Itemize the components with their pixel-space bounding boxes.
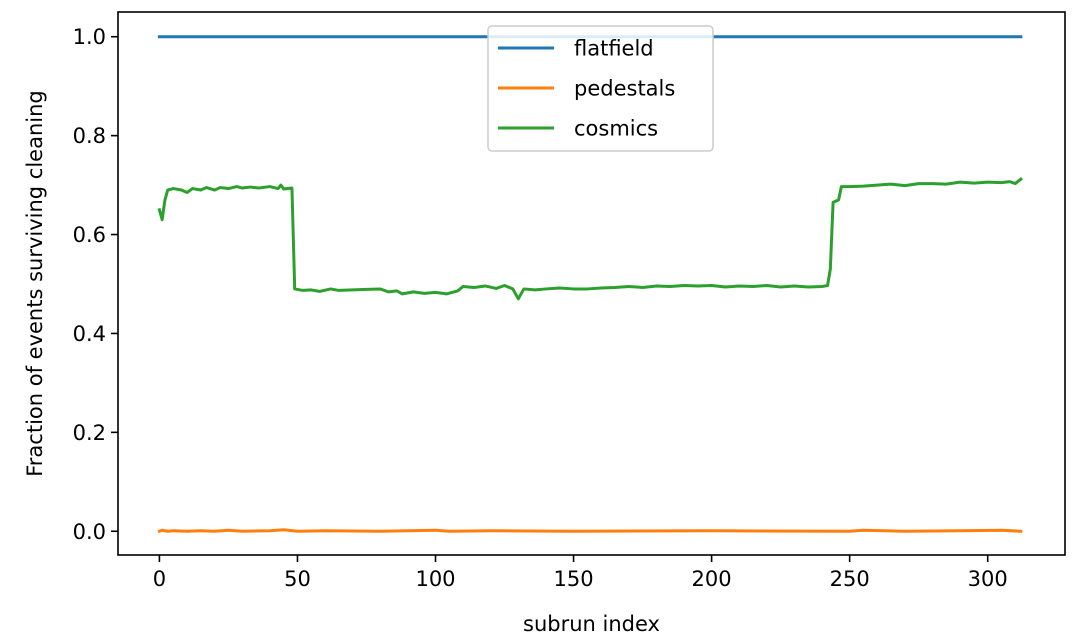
- legend-label-cosmics: cosmics: [574, 117, 658, 141]
- x-axis-label: subrun index: [523, 612, 660, 636]
- x-tick-label: 300: [968, 567, 1008, 591]
- series-line-cosmics: [157, 177, 1023, 301]
- y-tick-label: 0.4: [73, 322, 106, 346]
- legend-box: [487, 25, 714, 152]
- y-tick-label: 0.6: [73, 223, 106, 247]
- legend: flatfield pedestals cosmics: [487, 25, 714, 152]
- y-tick-label: 0.0: [73, 520, 106, 544]
- y-tick-label: 0.8: [73, 124, 106, 148]
- legend-label-flatfield: flatfield: [574, 37, 654, 61]
- x-tick-label: 250: [830, 567, 870, 591]
- y-tick-label: 0.2: [73, 421, 106, 445]
- axes-layer: 0 50 100 150 200 250 300 0.0 0.2 0.4 0.6 0.8 1.0: [73, 11, 1066, 591]
- x-tick-label: 0: [153, 567, 166, 591]
- x-tick-label: 50: [284, 567, 311, 591]
- x-tick-label: 150: [554, 567, 594, 591]
- y-tick-label: 1.0: [73, 25, 106, 49]
- series-line-pedestals: [157, 528, 1023, 534]
- x-tick-label: 100: [415, 567, 455, 591]
- y-axis-label: Fraction of events surviving cleaning: [23, 90, 47, 477]
- x-tick-label: 200: [692, 567, 732, 591]
- axes-frame: [117, 11, 1066, 556]
- legend-label-pedestals: pedestals: [574, 77, 675, 101]
